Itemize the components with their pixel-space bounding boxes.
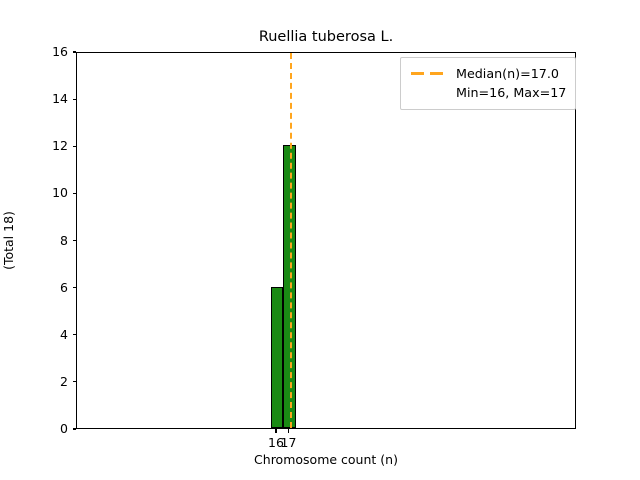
y-tick-mark	[72, 145, 76, 147]
x-tick-label: 17	[280, 435, 297, 450]
y-tick-label: 0	[60, 421, 68, 436]
y-tick-mark	[72, 381, 76, 383]
x-axis-ticks: 16 17	[76, 429, 576, 469]
y-tick-label: 12	[52, 138, 68, 154]
y-tick-label: 4	[60, 326, 68, 342]
legend-item-median-text: Median(n)=17.0 Min=16, Max=17	[456, 64, 566, 102]
x-tick-mark	[287, 429, 290, 433]
y-tick-label: 6	[60, 279, 68, 295]
legend-median-line2: Min=16, Max=17	[456, 85, 567, 100]
y-tick-label: 14	[52, 91, 68, 107]
y-axis-ticks: 0 2 4 6 8 10 12 14 16	[0, 44, 76, 436]
legend: Median(n)=17.0 Min=16, Max=17	[400, 57, 577, 110]
x-tick-label: 16	[268, 435, 284, 450]
plot-area	[76, 52, 576, 429]
y-axis-label-line2: (Total 18)	[1, 211, 16, 270]
bar-16	[270, 286, 284, 428]
y-tick-mark	[72, 51, 76, 53]
y-tick-label: 16	[52, 44, 68, 59]
chart-title: Ruellia tuberosa L.	[258, 29, 394, 45]
x-tick-mark	[275, 429, 277, 433]
y-tick-mark	[72, 98, 76, 100]
y-tick-label: 2	[60, 373, 68, 389]
y-tick-mark	[72, 428, 76, 430]
x-axis-label: Chromosome count (n)	[254, 452, 398, 467]
dashed-line-icon	[410, 65, 447, 82]
y-tick-mark	[72, 334, 76, 336]
y-tick-mark	[72, 239, 76, 242]
legend-median-line1: Median(n)=17.0	[456, 66, 559, 81]
y-tick-label: 8	[60, 232, 68, 248]
median-line	[289, 53, 292, 428]
y-tick-label: 10	[52, 185, 68, 201]
y-tick-mark	[72, 287, 76, 289]
legend-item-median: Median(n)=17.0 Min=16, Max=17	[410, 64, 566, 102]
y-tick-mark	[72, 192, 76, 194]
